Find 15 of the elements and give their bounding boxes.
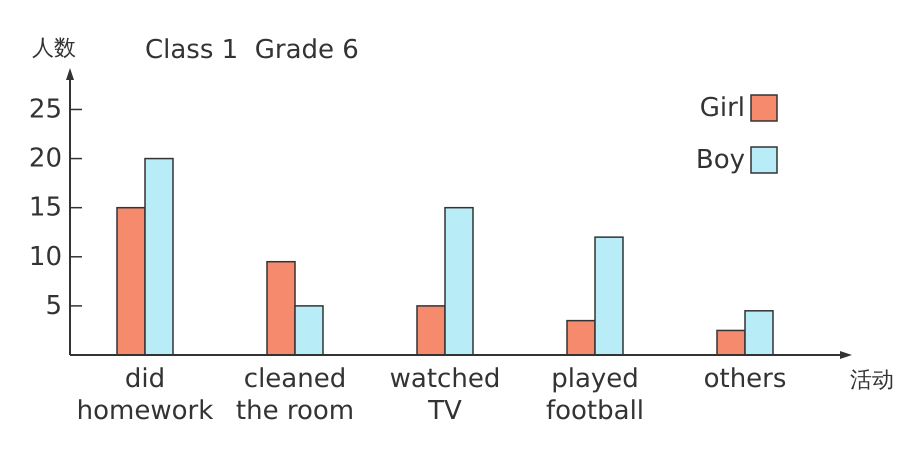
y-tick-label: 25: [28, 94, 62, 124]
y-tick-label: 20: [28, 144, 62, 174]
x-tick-label: cleaned the room: [236, 364, 354, 426]
x-tick-label: others: [704, 364, 786, 394]
x-tick-label: watched TV: [390, 364, 500, 426]
chart-title: Class 1 Grade 6: [145, 35, 359, 65]
x-tick-label: did homework: [76, 364, 214, 426]
y-tick-label: 15: [28, 192, 62, 223]
x-tick-label: played football: [546, 364, 644, 426]
legend-label: Boy: [696, 145, 745, 175]
legend-label: Girl: [700, 93, 745, 123]
y-tick-label: 5: [45, 290, 62, 321]
y-axis-title: 人数: [32, 36, 76, 61]
y-tick-label: 10: [28, 242, 62, 272]
x-axis-title: 活动: [850, 368, 894, 393]
